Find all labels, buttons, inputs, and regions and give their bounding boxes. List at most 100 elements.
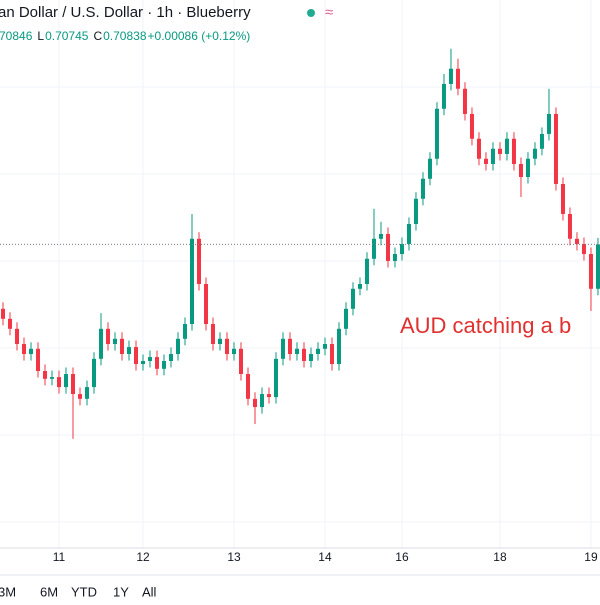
candle-body: [371, 238, 376, 259]
candle-body: [22, 344, 27, 355]
candle-body: [392, 253, 397, 261]
candle-body: [36, 348, 41, 371]
candle-body: [469, 113, 474, 139]
range-button[interactable]: All: [142, 584, 157, 599]
candle-body: [525, 158, 530, 178]
x-tick-label: 18: [493, 550, 507, 564]
candle-body: [141, 360, 146, 365]
candle-body: [273, 358, 278, 398]
candle-body: [497, 148, 502, 154]
candle-body: [210, 324, 215, 345]
candle-body: [78, 394, 83, 399]
candle-body: [343, 308, 348, 329]
candle-body: [483, 158, 488, 164]
candle-body: [301, 348, 306, 361]
candle-body: [252, 398, 257, 408]
candle-body: [85, 387, 90, 399]
range-button[interactable]: YTD: [71, 584, 97, 599]
candle-body: [350, 288, 355, 309]
ohlc-item: C: [93, 29, 102, 43]
candle-body: [64, 374, 69, 388]
candle-body: [182, 324, 187, 339]
candle-body: [148, 357, 152, 361]
ohlc-item: 0.70745: [45, 29, 89, 43]
candle-body: [127, 347, 132, 355]
candle-body: [434, 108, 439, 159]
candle-body: [231, 348, 236, 355]
range-button[interactable]: 1Y: [113, 584, 129, 599]
candle-body: [574, 238, 579, 244]
candle-body: [546, 113, 551, 134]
candle-body: [43, 370, 48, 379]
candle-body: [224, 338, 229, 355]
range-buttons: 3M 6M YTD 1Y All: [0, 584, 157, 599]
x-tick-label: 14: [318, 550, 332, 564]
ohlc-item: L: [37, 29, 44, 43]
candle-body: [329, 344, 334, 365]
x-tick-label: 19: [584, 550, 598, 564]
candle-body: [504, 138, 509, 154]
candle-body: [308, 354, 313, 361]
candle-body: [8, 318, 13, 329]
candle-body: [441, 83, 446, 109]
candle-body: [113, 338, 118, 345]
candle-body: [189, 238, 194, 325]
candle-body: [532, 148, 537, 159]
candle-body: [595, 244, 600, 289]
candle-body: [413, 198, 418, 224]
candle-body: [455, 68, 460, 89]
candles: [0, 48, 600, 439]
candle-body: [99, 328, 104, 359]
x-tick-label: 16: [395, 550, 409, 564]
candle-body: [511, 138, 516, 164]
candle-body: [385, 233, 390, 261]
candle-body: [560, 183, 565, 214]
candle-body: [406, 223, 411, 244]
candle-body: [357, 284, 362, 289]
candle-body: [161, 360, 166, 369]
candle-body: [134, 347, 139, 365]
candle-body: [280, 338, 285, 359]
annotation: AUD catching a b: [400, 313, 571, 338]
candle-body: [120, 338, 125, 355]
candle-body: [448, 68, 453, 84]
candle-body: [154, 357, 159, 369]
candle-body: [588, 253, 593, 289]
candle-body: [29, 348, 34, 355]
candle-body: [266, 394, 271, 398]
x-tick-label: 11: [53, 550, 66, 564]
ohlc-item: 70846: [0, 29, 33, 43]
candle-body: [1, 308, 6, 319]
candle-body: [322, 344, 327, 349]
x-tick-label: 12: [136, 550, 150, 564]
candle-body: [15, 328, 20, 345]
candle-body: [196, 238, 201, 285]
candle-body: [168, 354, 173, 361]
candle-body: [399, 243, 404, 254]
candle-body: [567, 213, 572, 239]
candle-body: [57, 377, 62, 388]
candle-body: [315, 348, 320, 355]
candle-body: [476, 138, 481, 159]
grid: [0, 0, 600, 548]
x-tick-label: 13: [227, 550, 241, 564]
candle-body: [217, 338, 222, 345]
candle-body: [294, 348, 299, 355]
candle-body: [518, 163, 523, 178]
candle-body: [581, 243, 586, 254]
candle-body: [106, 328, 111, 345]
candle-body: [238, 348, 243, 375]
range-button[interactable]: 3M: [0, 584, 16, 599]
candle-body: [287, 338, 292, 355]
candle-body: [490, 148, 495, 164]
ohlc-item: 0.70838: [103, 29, 147, 43]
status-icon: ≈: [325, 4, 333, 21]
ohlc-values: 70846 L0.70745 C0.70838+0.00086 (+0.12%): [0, 29, 250, 43]
candle-body: [553, 113, 558, 184]
ohlc-item: +0.00086 (+0.12%): [148, 29, 251, 43]
range-button[interactable]: 6M: [40, 584, 58, 599]
candle-body: [427, 158, 432, 179]
candle-body: [71, 374, 76, 395]
